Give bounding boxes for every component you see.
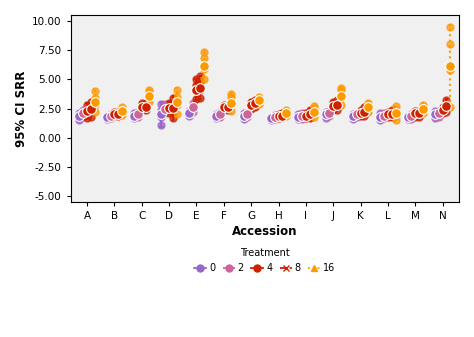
Legend: 0, 2, 4, 8, 16: 0, 2, 4, 8, 16 — [191, 245, 339, 277]
X-axis label: Accession: Accession — [232, 225, 298, 239]
Y-axis label: 95% CI SRR: 95% CI SRR — [15, 70, 28, 147]
